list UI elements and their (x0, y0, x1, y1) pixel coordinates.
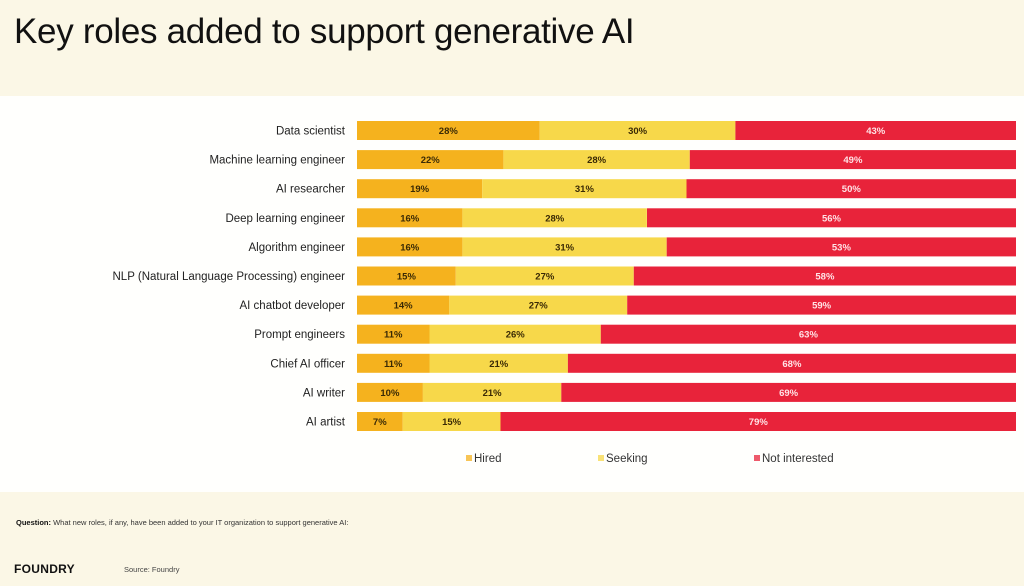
bar-not-interested (735, 121, 1016, 140)
category-label: Prompt engineers (254, 329, 345, 341)
data-label-not-interested: 56% (822, 213, 842, 224)
data-label-hired: 28% (439, 126, 459, 137)
bar-seeking (482, 179, 687, 199)
question-label: Question: (16, 518, 51, 527)
bars-group: 28% 30% 43% 22% 28% 49% 19% 31% 50% 16% 28% 56% 16% 3… (357, 121, 1016, 431)
bar-not-interested (500, 412, 1016, 431)
data-label-hired: 10% (380, 388, 400, 399)
data-label-not-interested: 69% (779, 388, 799, 399)
bar-seeking (462, 237, 667, 257)
data-label-not-interested: 59% (812, 301, 832, 312)
data-label-hired: 22% (421, 155, 441, 166)
bar-hired (357, 237, 463, 257)
data-label-not-interested: 79% (749, 417, 769, 428)
category-label: NLP (Natural Language Processing) engine… (113, 271, 346, 283)
data-label-hired: 16% (400, 242, 420, 253)
bar-seeking (429, 353, 568, 373)
category-label: AI writer (303, 387, 345, 399)
bar-not-interested (689, 150, 1016, 170)
bar-seeking (402, 412, 501, 431)
category-label: Machine learning engineer (209, 155, 345, 167)
data-label-not-interested: 68% (782, 359, 802, 370)
legend: Hired Seeking Not interested (466, 453, 834, 465)
data-label-seeking: 30% (628, 126, 648, 137)
data-label-hired: 11% (384, 359, 403, 370)
source-note: Source: Foundry (124, 565, 180, 574)
bar-seeking (429, 324, 601, 344)
legend-item-not-interested: Not interested (754, 453, 834, 465)
data-label-hired: 11% (384, 330, 403, 341)
category-label: Chief AI officer (270, 358, 345, 370)
data-label-seeking: 26% (506, 330, 526, 341)
bar-not-interested (647, 208, 1016, 228)
data-label-hired: 14% (394, 301, 414, 312)
data-label-seeking: 28% (545, 213, 565, 224)
data-label-not-interested: 63% (799, 330, 819, 341)
bar-not-interested (686, 179, 1016, 199)
survey-question: Question: What new roles, if any, have b… (16, 518, 348, 527)
legend-swatch (598, 455, 604, 461)
bar-hired (357, 208, 463, 228)
bar-hired (357, 324, 430, 344)
bar-seeking (539, 121, 736, 140)
legend-swatch (754, 455, 760, 461)
legend-label: Not interested (762, 453, 834, 465)
data-label-not-interested: 53% (832, 242, 852, 253)
bar-hired (357, 121, 540, 140)
data-label-seeking: 28% (587, 155, 607, 166)
chart-title: Key roles added to support generative AI (14, 12, 635, 51)
data-label-not-interested: 50% (842, 184, 862, 195)
data-label-seeking: 15% (442, 417, 462, 428)
data-label-seeking: 27% (529, 301, 549, 312)
category-label: AI artist (306, 417, 346, 429)
legend-label: Hired (474, 453, 501, 465)
bar-hired (357, 295, 450, 315)
data-label-seeking: 21% (489, 359, 509, 370)
category-labels: Data scientist Machine learning engineer A… (113, 126, 346, 429)
data-label-seeking: 27% (535, 272, 555, 283)
bar-not-interested (633, 266, 1016, 286)
data-label-hired: 19% (410, 184, 430, 195)
bar-not-interested (600, 324, 1016, 344)
legend-label: Seeking (606, 453, 648, 465)
category-label: AI chatbot developer (240, 300, 346, 312)
legend-item-hired: Hired (466, 453, 501, 465)
data-label-not-interested: 58% (815, 272, 835, 283)
category-label: AI researcher (276, 184, 345, 196)
bar-not-interested (627, 295, 1016, 315)
bar-hired (357, 382, 423, 402)
bar-hired (357, 266, 456, 286)
bar-seeking (422, 382, 562, 402)
category-label: Data scientist (276, 126, 346, 138)
bar-not-interested (666, 237, 1016, 257)
question-text: What new roles, if any, have been added … (51, 518, 349, 527)
bar-seeking (503, 150, 690, 170)
category-label: Algorithm engineer (248, 242, 345, 254)
data-label-hired: 15% (397, 272, 417, 283)
data-label-not-interested: 43% (866, 126, 886, 137)
bar-seeking (455, 266, 634, 286)
legend-item-seeking: Seeking (598, 453, 648, 465)
bar-hired (357, 179, 483, 199)
data-label-seeking: 31% (575, 184, 595, 195)
data-label-hired: 7% (373, 417, 387, 428)
bar-not-interested (567, 353, 1016, 373)
data-label-seeking: 21% (483, 388, 503, 399)
category-label: Deep learning engineer (225, 213, 345, 225)
data-label-seeking: 31% (555, 242, 575, 253)
bar-hired (357, 353, 430, 373)
bar-seeking (449, 295, 628, 315)
bar-not-interested (561, 382, 1016, 402)
legend-swatch (466, 455, 472, 461)
foundry-logo: FOUNDRY (14, 562, 75, 576)
data-label-not-interested: 49% (843, 155, 863, 166)
bar-seeking (462, 208, 647, 228)
data-label-hired: 16% (400, 213, 420, 224)
bar-hired (357, 150, 504, 170)
bar-hired (357, 412, 403, 431)
